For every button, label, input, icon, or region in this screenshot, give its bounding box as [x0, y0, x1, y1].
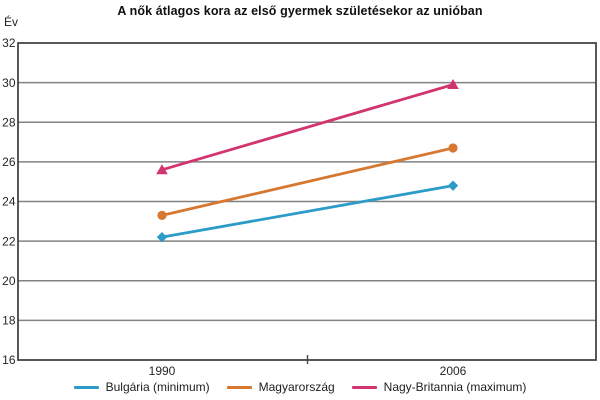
- x-tick-label: 1990: [149, 364, 176, 378]
- legend-swatch-nagybritannia: [351, 385, 377, 389]
- series-marker-triangle: [447, 79, 459, 90]
- x-tick-label: 2006: [440, 364, 467, 378]
- y-tick-label: 30: [2, 76, 16, 90]
- series-line-2: [161, 83, 454, 172]
- y-tick-label: 26: [2, 155, 16, 169]
- legend-swatch-magyarorszag: [226, 385, 252, 389]
- series-line-0: [161, 184, 454, 239]
- y-tick-label: 22: [2, 234, 16, 248]
- series-marker-diamond: [156, 231, 168, 243]
- legend-item-bulgaria: Bulgária (minimum): [73, 380, 210, 394]
- y-tick-label: 28: [2, 115, 16, 129]
- legend-item-nagybritannia: Nagy-Britannia (maximum): [351, 380, 527, 394]
- legend-label-nagybritannia: Nagy-Britannia (maximum): [383, 380, 527, 394]
- y-tick-label: 32: [2, 36, 16, 50]
- series-marker-circle: [448, 143, 458, 153]
- series-marker-circle: [157, 210, 167, 220]
- legend: Bulgária (minimum) Magyarország Nagy-Bri…: [0, 380, 600, 394]
- series-marker-triangle: [156, 164, 168, 175]
- series-marker-diamond: [447, 180, 459, 191]
- chart-title: A nők átlagos kora az első gyermek szüle…: [117, 4, 483, 18]
- legend-label-bulgaria: Bulgária (minimum): [105, 380, 210, 394]
- y-tick-label: 18: [2, 314, 16, 328]
- y-tick-label: 20: [2, 274, 16, 288]
- y-tick-label: 24: [2, 195, 16, 209]
- series-line-1: [161, 146, 454, 217]
- y-axis-unit-label: Év: [4, 15, 19, 29]
- y-tick-label: 16: [2, 353, 16, 367]
- legend-label-magyarorszag: Magyarország: [258, 380, 335, 394]
- legend-item-magyarorszag: Magyarország: [226, 380, 335, 394]
- legend-swatch-bulgaria: [73, 385, 99, 389]
